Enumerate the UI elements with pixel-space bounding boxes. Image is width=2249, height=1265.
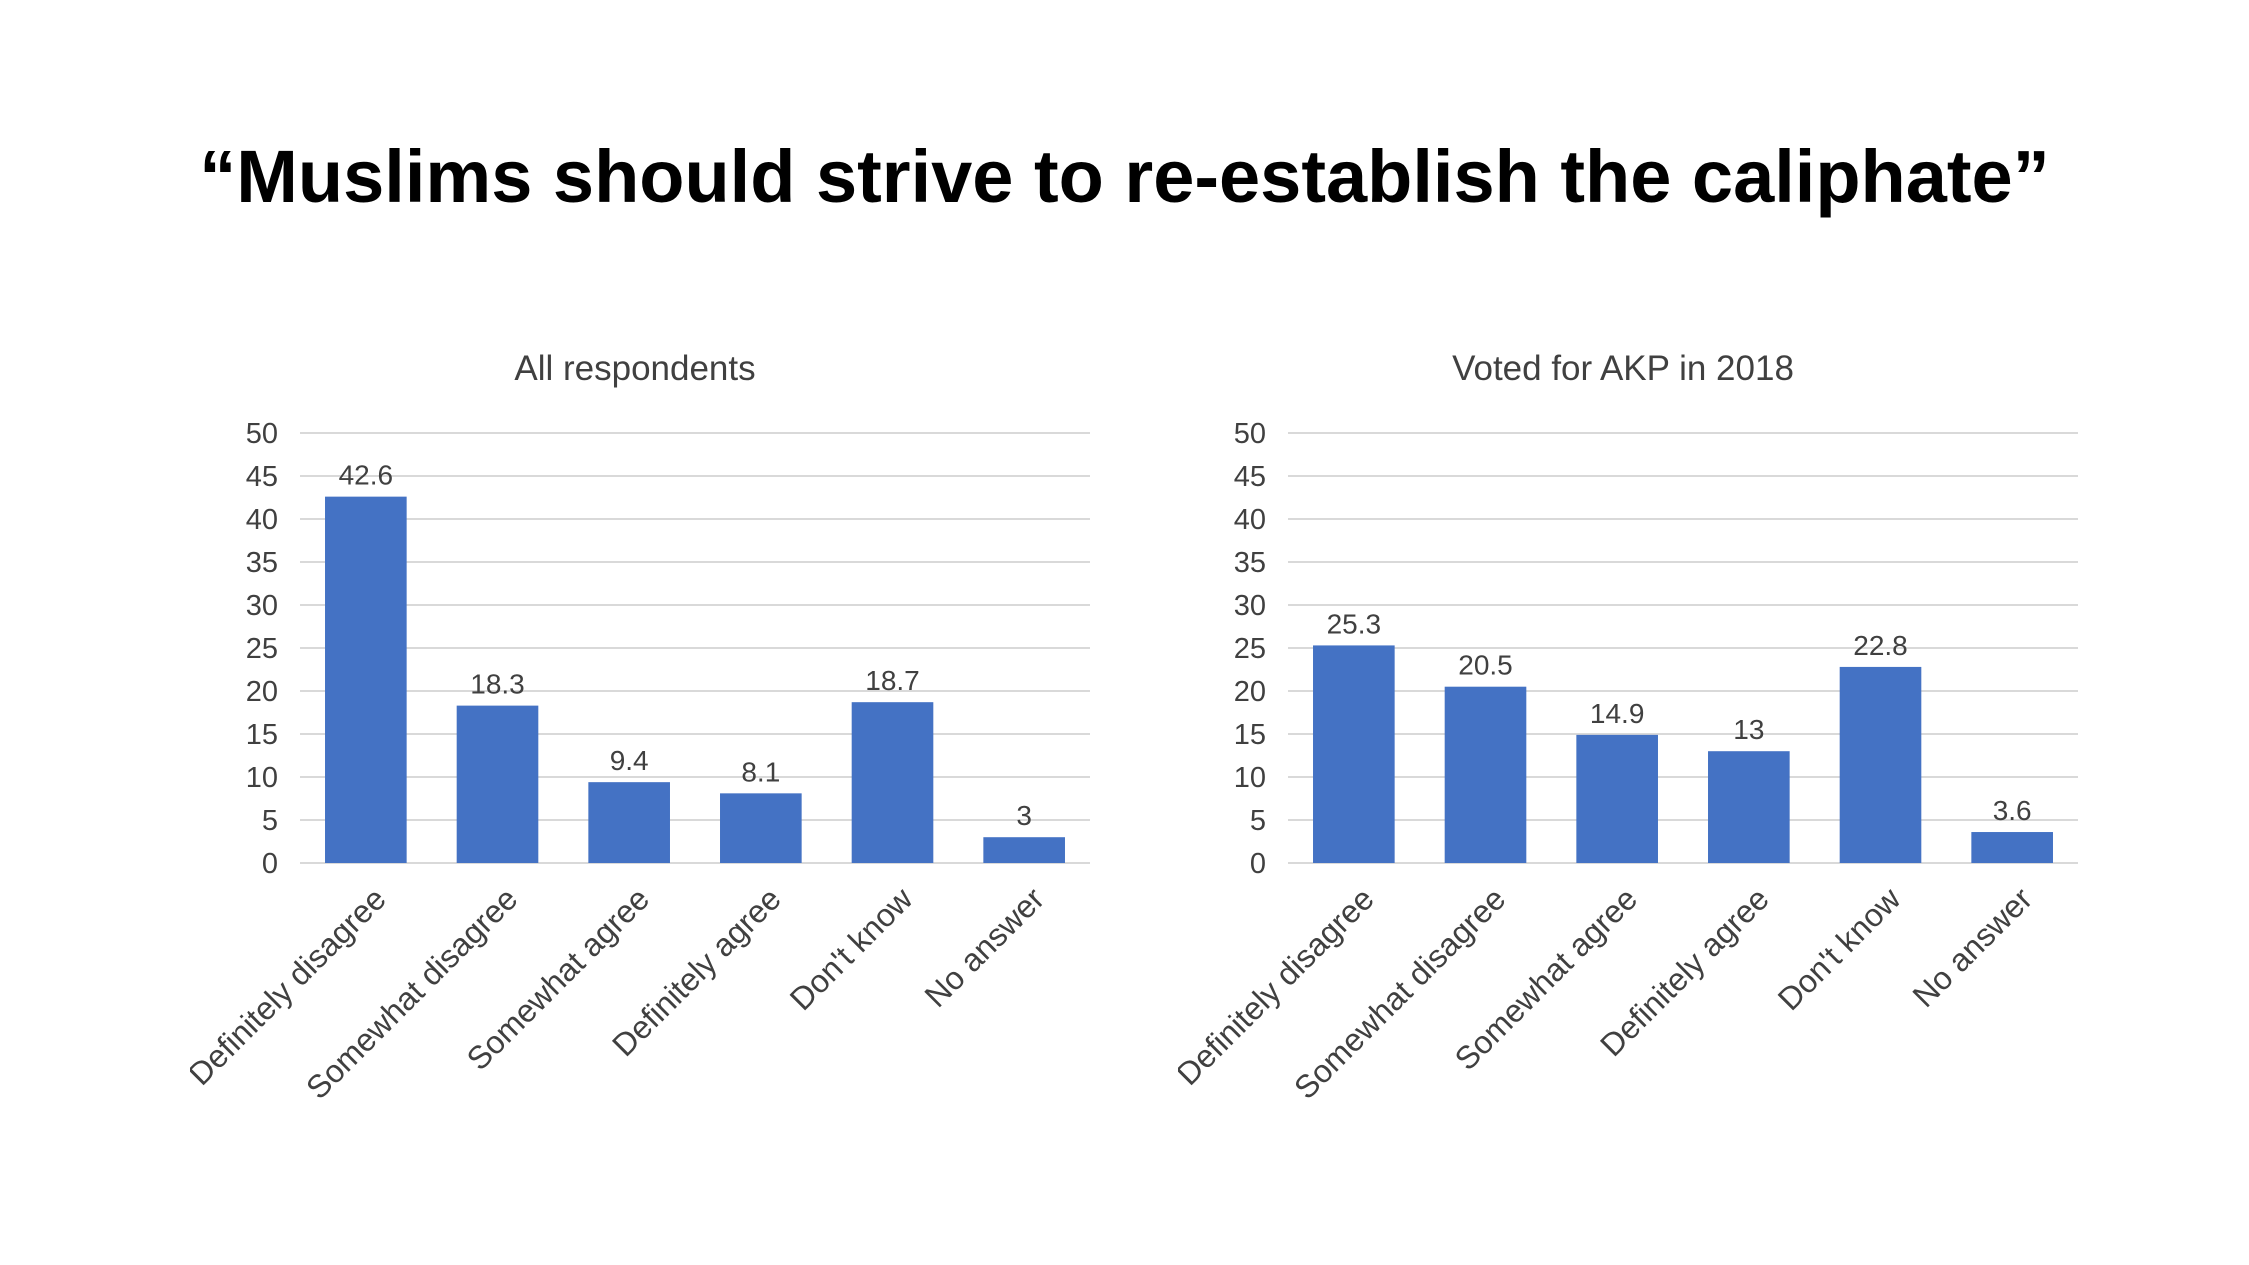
y-tick-label: 35 (1234, 547, 1266, 579)
y-tick-label: 35 (246, 547, 278, 579)
bar (1839, 666, 1922, 863)
chart-title: All respondents (514, 349, 755, 388)
y-tick-label: 10 (1234, 762, 1266, 794)
y-tick-label: 50 (246, 418, 278, 450)
bar-chart-voted-akp-2018: Voted for AKP in 2018 0 5 10 15 20 25 30 35 40 45… (1178, 349, 2078, 1106)
data-label: 18.7 (865, 665, 920, 696)
y-tick-label: 45 (246, 461, 278, 493)
y-tick-label: 5 (262, 805, 278, 837)
data-label: 18.3 (470, 669, 525, 700)
slide-title: “Muslims should strive to re-establish t… (199, 135, 2050, 218)
bar (1444, 686, 1527, 863)
y-tick-label: 15 (1234, 719, 1266, 751)
data-label: 3.6 (1993, 795, 2032, 826)
y-tick-label: 50 (1234, 418, 1266, 450)
y-tick-label: 15 (246, 719, 278, 751)
y-tick-label: 0 (1250, 848, 1266, 880)
x-tick-label: Don't know (783, 880, 920, 1017)
x-tick-label: No answer (1906, 880, 2040, 1014)
y-tick-label: 30 (1234, 590, 1266, 622)
y-tick-label: 40 (246, 504, 278, 536)
bar (1576, 734, 1658, 863)
bar (851, 702, 934, 863)
bar (1313, 645, 1395, 863)
y-tick-label: 40 (1234, 504, 1266, 536)
data-label: 14.9 (1590, 698, 1645, 729)
chart-title: Voted for AKP in 2018 (1452, 349, 1794, 388)
data-label: 9.4 (610, 745, 649, 776)
bar (1971, 832, 2053, 863)
bar-chart-all-respondents: All respondents 0 5 10 15 20 25 30 35 40 45 50 42.6… (190, 349, 1090, 1106)
y-tick-label: 25 (1234, 633, 1266, 665)
data-label: 8.1 (741, 756, 780, 787)
data-label: 42.6 (339, 460, 394, 491)
y-tick-label: 10 (246, 762, 278, 794)
data-label: 3 (1016, 800, 1032, 831)
y-tick-label: 5 (1250, 805, 1266, 837)
data-label: 22.8 (1853, 630, 1908, 661)
bar (983, 837, 1065, 863)
y-tick-label: 20 (246, 676, 278, 708)
bar (325, 496, 407, 863)
y-tick-label: 45 (1234, 461, 1266, 493)
y-tick-label: 20 (1234, 676, 1266, 708)
x-tick-label: No answer (918, 880, 1052, 1014)
data-label: 20.5 (1458, 650, 1513, 681)
bar (1708, 751, 1790, 863)
bar (720, 793, 802, 863)
y-tick-label: 30 (246, 590, 278, 622)
data-label: 13 (1733, 714, 1764, 745)
y-tick-label: 25 (246, 633, 278, 665)
y-tick-label: 0 (262, 848, 278, 880)
x-tick-label: Don't know (1771, 880, 1908, 1017)
bar (456, 705, 539, 863)
bar (588, 782, 670, 863)
data-label: 25.3 (1327, 608, 1382, 639)
